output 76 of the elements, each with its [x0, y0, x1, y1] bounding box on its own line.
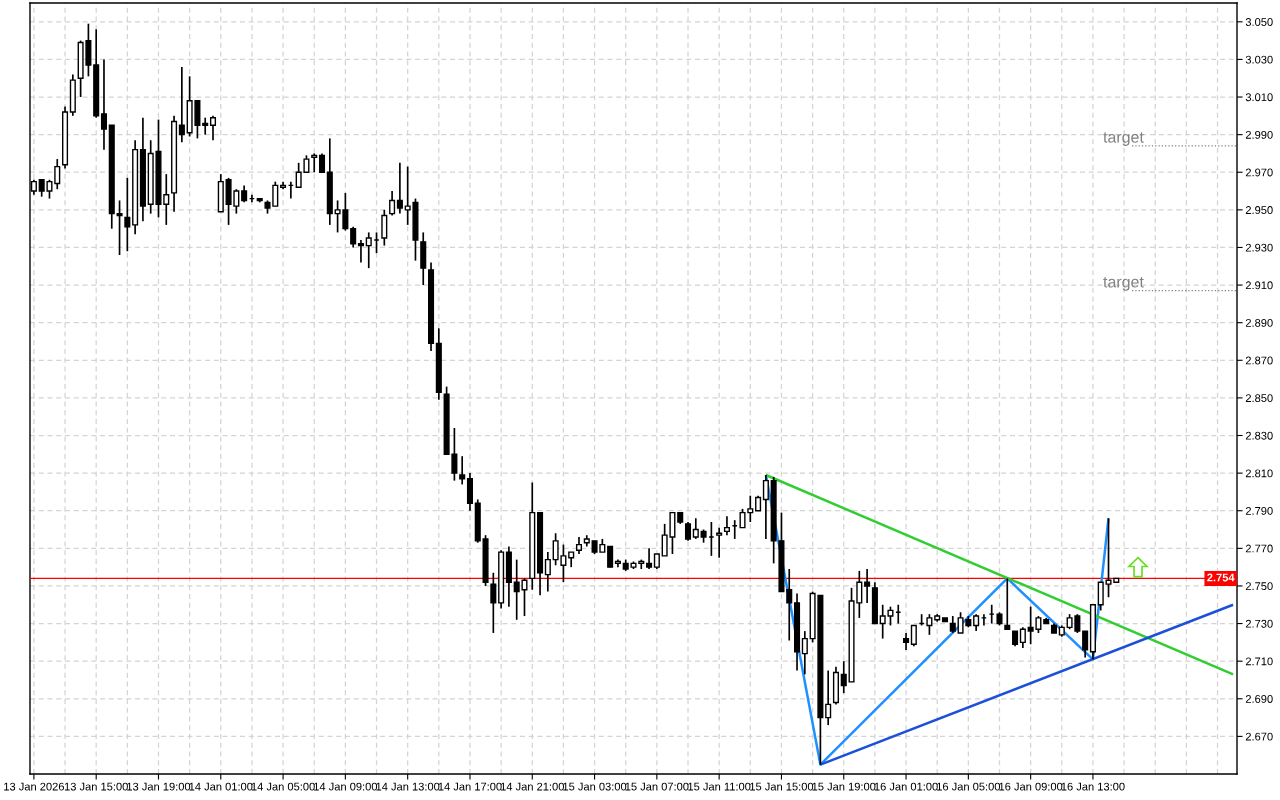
y-tick-label: 2.830: [1245, 431, 1273, 440]
y-tick-label: 2.670: [1245, 732, 1273, 741]
candlestick: [801, 630, 808, 676]
x-tick-label: 14 Jan 09:00: [314, 782, 378, 791]
candlestick: [646, 547, 653, 570]
candlestick: [723, 515, 730, 537]
x-tick-label: 15 Jan 11:00: [688, 782, 751, 791]
candlestick: [684, 521, 692, 542]
x-tick-label: 14 Jan 01:00: [189, 782, 253, 791]
candlestick: [762, 474, 769, 540]
y-tick-label: 2.970: [1245, 168, 1273, 177]
candlestick: [389, 190, 396, 217]
y-tick-label: 3.050: [1245, 18, 1273, 26]
y-tick-label: 3.030: [1245, 55, 1273, 64]
y-tick-label: 2.910: [1245, 281, 1273, 290]
candlestick: [365, 231, 372, 269]
x-tick-label: 16 Jan 05:00: [937, 782, 1001, 791]
y-tick-label: 2.770: [1245, 544, 1273, 553]
x-tick-label: 13 Jan 15:00: [64, 782, 128, 791]
x-tick-label: 15 Jan 07:00: [625, 782, 689, 791]
candlestick: [311, 152, 318, 174]
candlestick: [926, 613, 933, 636]
candlestick: [124, 177, 131, 253]
y-tick-label: 2.950: [1245, 206, 1273, 214]
candlestick: [202, 116, 209, 136]
candlestick: [1082, 630, 1089, 659]
candlestick: [1004, 577, 1011, 631]
candlestick: [910, 624, 917, 647]
ref-line-label: 2.754: [1207, 573, 1235, 582]
x-tick-label: 15 Jan 19:00: [812, 782, 876, 791]
x-tick-label: 15 Jan 03:00: [563, 782, 627, 791]
candlestick: [864, 568, 871, 604]
candlestick: [350, 225, 357, 249]
ref-line-label: target: [1103, 277, 1144, 291]
y-tick-label: 2.710: [1245, 657, 1273, 666]
x-tick-label: 16 Jan 01:00: [874, 782, 938, 791]
candlestick: [840, 660, 847, 694]
candlestick: [54, 158, 61, 191]
y-tick-label: 2.690: [1245, 695, 1273, 703]
candlestick: [459, 455, 466, 486]
candlestick: [116, 199, 123, 256]
x-tick-label: 14 Jan 13:00: [376, 782, 440, 791]
y-tick-label: 2.870: [1245, 356, 1273, 365]
candlestick: [357, 239, 364, 264]
candlestick: [381, 209, 388, 247]
x-tick-label: 16 Jan 09:00: [999, 782, 1063, 791]
candlestick: [544, 551, 551, 593]
candlestick: [100, 58, 108, 151]
y-tick-label: 3.010: [1245, 93, 1273, 102]
x-tick-label: 16 Jan 13:00: [1061, 782, 1125, 791]
x-tick-label: 13 Jan 2026: [4, 782, 64, 791]
y-tick-label: 2.990: [1245, 130, 1273, 139]
candlestick: [692, 517, 699, 540]
x-tick-label: 13 Jan 19:00: [127, 782, 191, 791]
candlestick: [607, 545, 614, 568]
candlestick: [825, 669, 832, 726]
y-tick-label: 2.750: [1245, 582, 1273, 591]
y-tick-label: 2.890: [1245, 318, 1273, 327]
candlestick: [716, 526, 723, 559]
y-tick-label: 2.790: [1245, 507, 1273, 515]
y-tick-label: 2.850: [1245, 394, 1273, 403]
y-tick-label: 2.930: [1245, 243, 1273, 252]
candlestick: [490, 571, 497, 634]
x-tick-label: 14 Jan 17:00: [438, 782, 502, 791]
x-tick-label: 14 Jan 21:00: [500, 782, 564, 791]
x-tick-label: 14 Jan 05:00: [251, 782, 315, 791]
candlestick: [786, 568, 793, 642]
x-tick-label: 15 Jan 15:00: [750, 782, 814, 791]
candlestick: [178, 66, 185, 143]
y-tick-label: 2.810: [1245, 469, 1273, 478]
candlestick: [318, 152, 326, 174]
candlestick: [396, 162, 403, 215]
candlestick: [209, 114, 217, 142]
ref-line-label: target: [1103, 132, 1144, 146]
candlestick: [1019, 626, 1026, 649]
y-tick-label: 2.730: [1245, 619, 1273, 628]
